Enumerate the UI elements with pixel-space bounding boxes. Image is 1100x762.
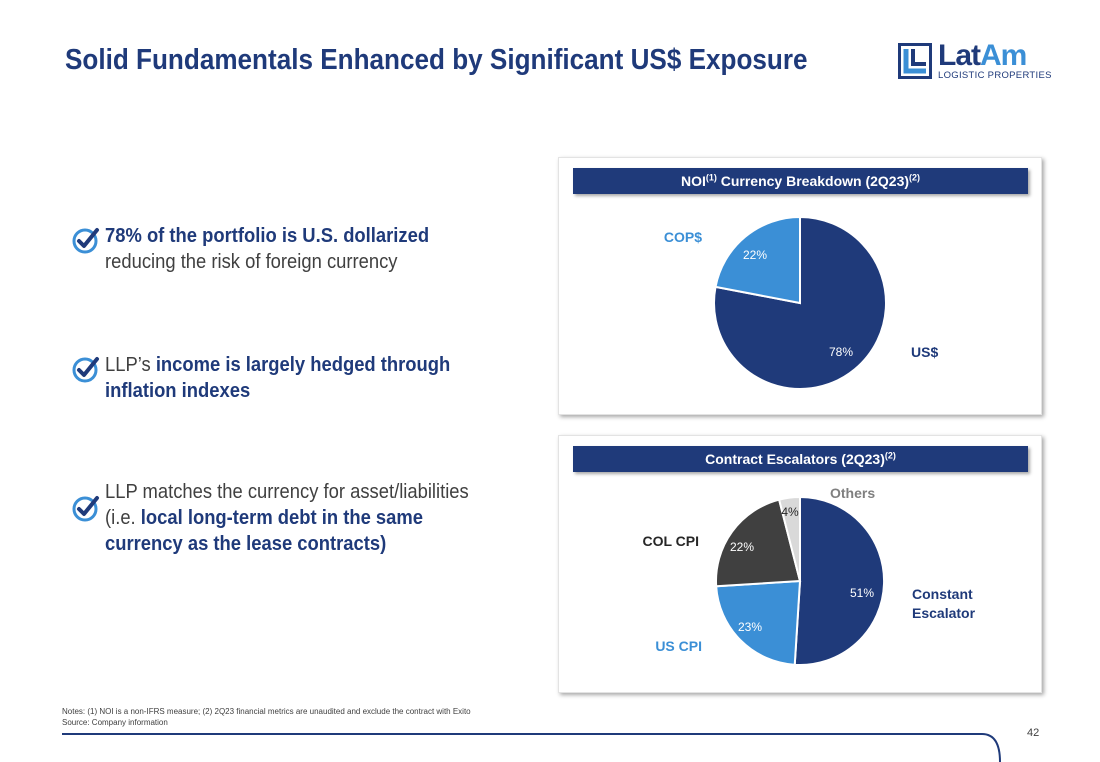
footnotes: Notes: (1) NOI is a non-IFRS measure; (2… xyxy=(62,706,471,728)
data-label-us-cpi: 23% xyxy=(738,620,762,634)
category-label-cop-: COP$ xyxy=(664,229,702,245)
bullet-dollarized: 78% of the portfolio is U.S. dollarized … xyxy=(70,223,530,283)
data-label-us-: 78% xyxy=(829,345,853,359)
pie-slice-constant-escalator xyxy=(793,495,886,666)
pie-slice-us- xyxy=(713,215,887,390)
check-icon xyxy=(72,496,99,522)
check-icon xyxy=(72,357,99,383)
bullet-bold: local long-term debt in the same currenc… xyxy=(105,507,423,555)
pie-slice-col-cpi xyxy=(715,498,802,588)
footer-rule xyxy=(62,733,1001,762)
currency-panel-title: NOI(1) Currency Breakdown (2Q23)(2) xyxy=(573,168,1028,194)
logo-wordmark: LatAm xyxy=(938,39,1027,72)
category-label-others: Others xyxy=(830,485,875,501)
contract-escalators-panel: 51% Constant Escalator 23% US CPI 22% COL CPI 4… xyxy=(558,435,1042,693)
logo-mark-icon xyxy=(898,43,932,79)
escalators-pie-chart: 51% Constant Escalator 23% US CPI 22% COL CPI 4… xyxy=(642,485,976,666)
page-number: 42 xyxy=(1027,727,1040,739)
category-label-col-cpi: COL CPI xyxy=(642,533,699,549)
check-icon xyxy=(72,228,99,254)
page-title: Solid Fundamentals Enhanced by Significa… xyxy=(65,44,808,76)
bullet-currency-match: LLP matches the currency for asset/liabi… xyxy=(70,479,530,559)
bullet-text: reducing the risk of foreign currency xyxy=(105,251,398,273)
bullet-hedged: LLP’s income is largely hedged through i… xyxy=(70,352,530,412)
escalators-panel-title: Contract Escalators (2Q23)(2) xyxy=(573,446,1028,472)
source-line: Source: Company information xyxy=(62,718,168,727)
data-label-col-cpi: 22% xyxy=(730,540,754,554)
bullet-text: LLP’s xyxy=(105,354,156,376)
logo-subtitle: LOGISTIC PROPERTIES xyxy=(938,70,1052,81)
currency-breakdown-panel: 78% US$ 22% COP$ NOI(1) Currency Breakdown … xyxy=(558,157,1042,415)
category-label-us-cpi: US CPI xyxy=(655,638,702,654)
data-label-cop-: 22% xyxy=(743,248,767,262)
bullet-bold: 78% of the portfolio is U.S. dollarized xyxy=(105,225,430,247)
data-label-others: 4% xyxy=(781,505,799,519)
bullet-bold: income is largely hedged through inflati… xyxy=(105,354,451,402)
category-label-us-: US$ xyxy=(911,344,938,360)
data-label-constant-escalator: 51% xyxy=(850,586,874,600)
pie-slice-cop- xyxy=(714,215,801,305)
pie-slice-us-cpi xyxy=(715,579,802,666)
notes-line: Notes: (1) NOI is a non-IFRS measure; (2… xyxy=(62,707,471,716)
pie-slice-others xyxy=(777,495,801,582)
company-logo: LatAm LOGISTIC PROPERTIES xyxy=(898,39,1051,83)
currency-pie-chart: 78% US$ 22% COP$ xyxy=(664,215,938,390)
category-label-constant-escalator: Constant Escalator xyxy=(912,586,976,621)
bullet-text: LLP matches the currency for asset/liabi… xyxy=(105,481,469,529)
